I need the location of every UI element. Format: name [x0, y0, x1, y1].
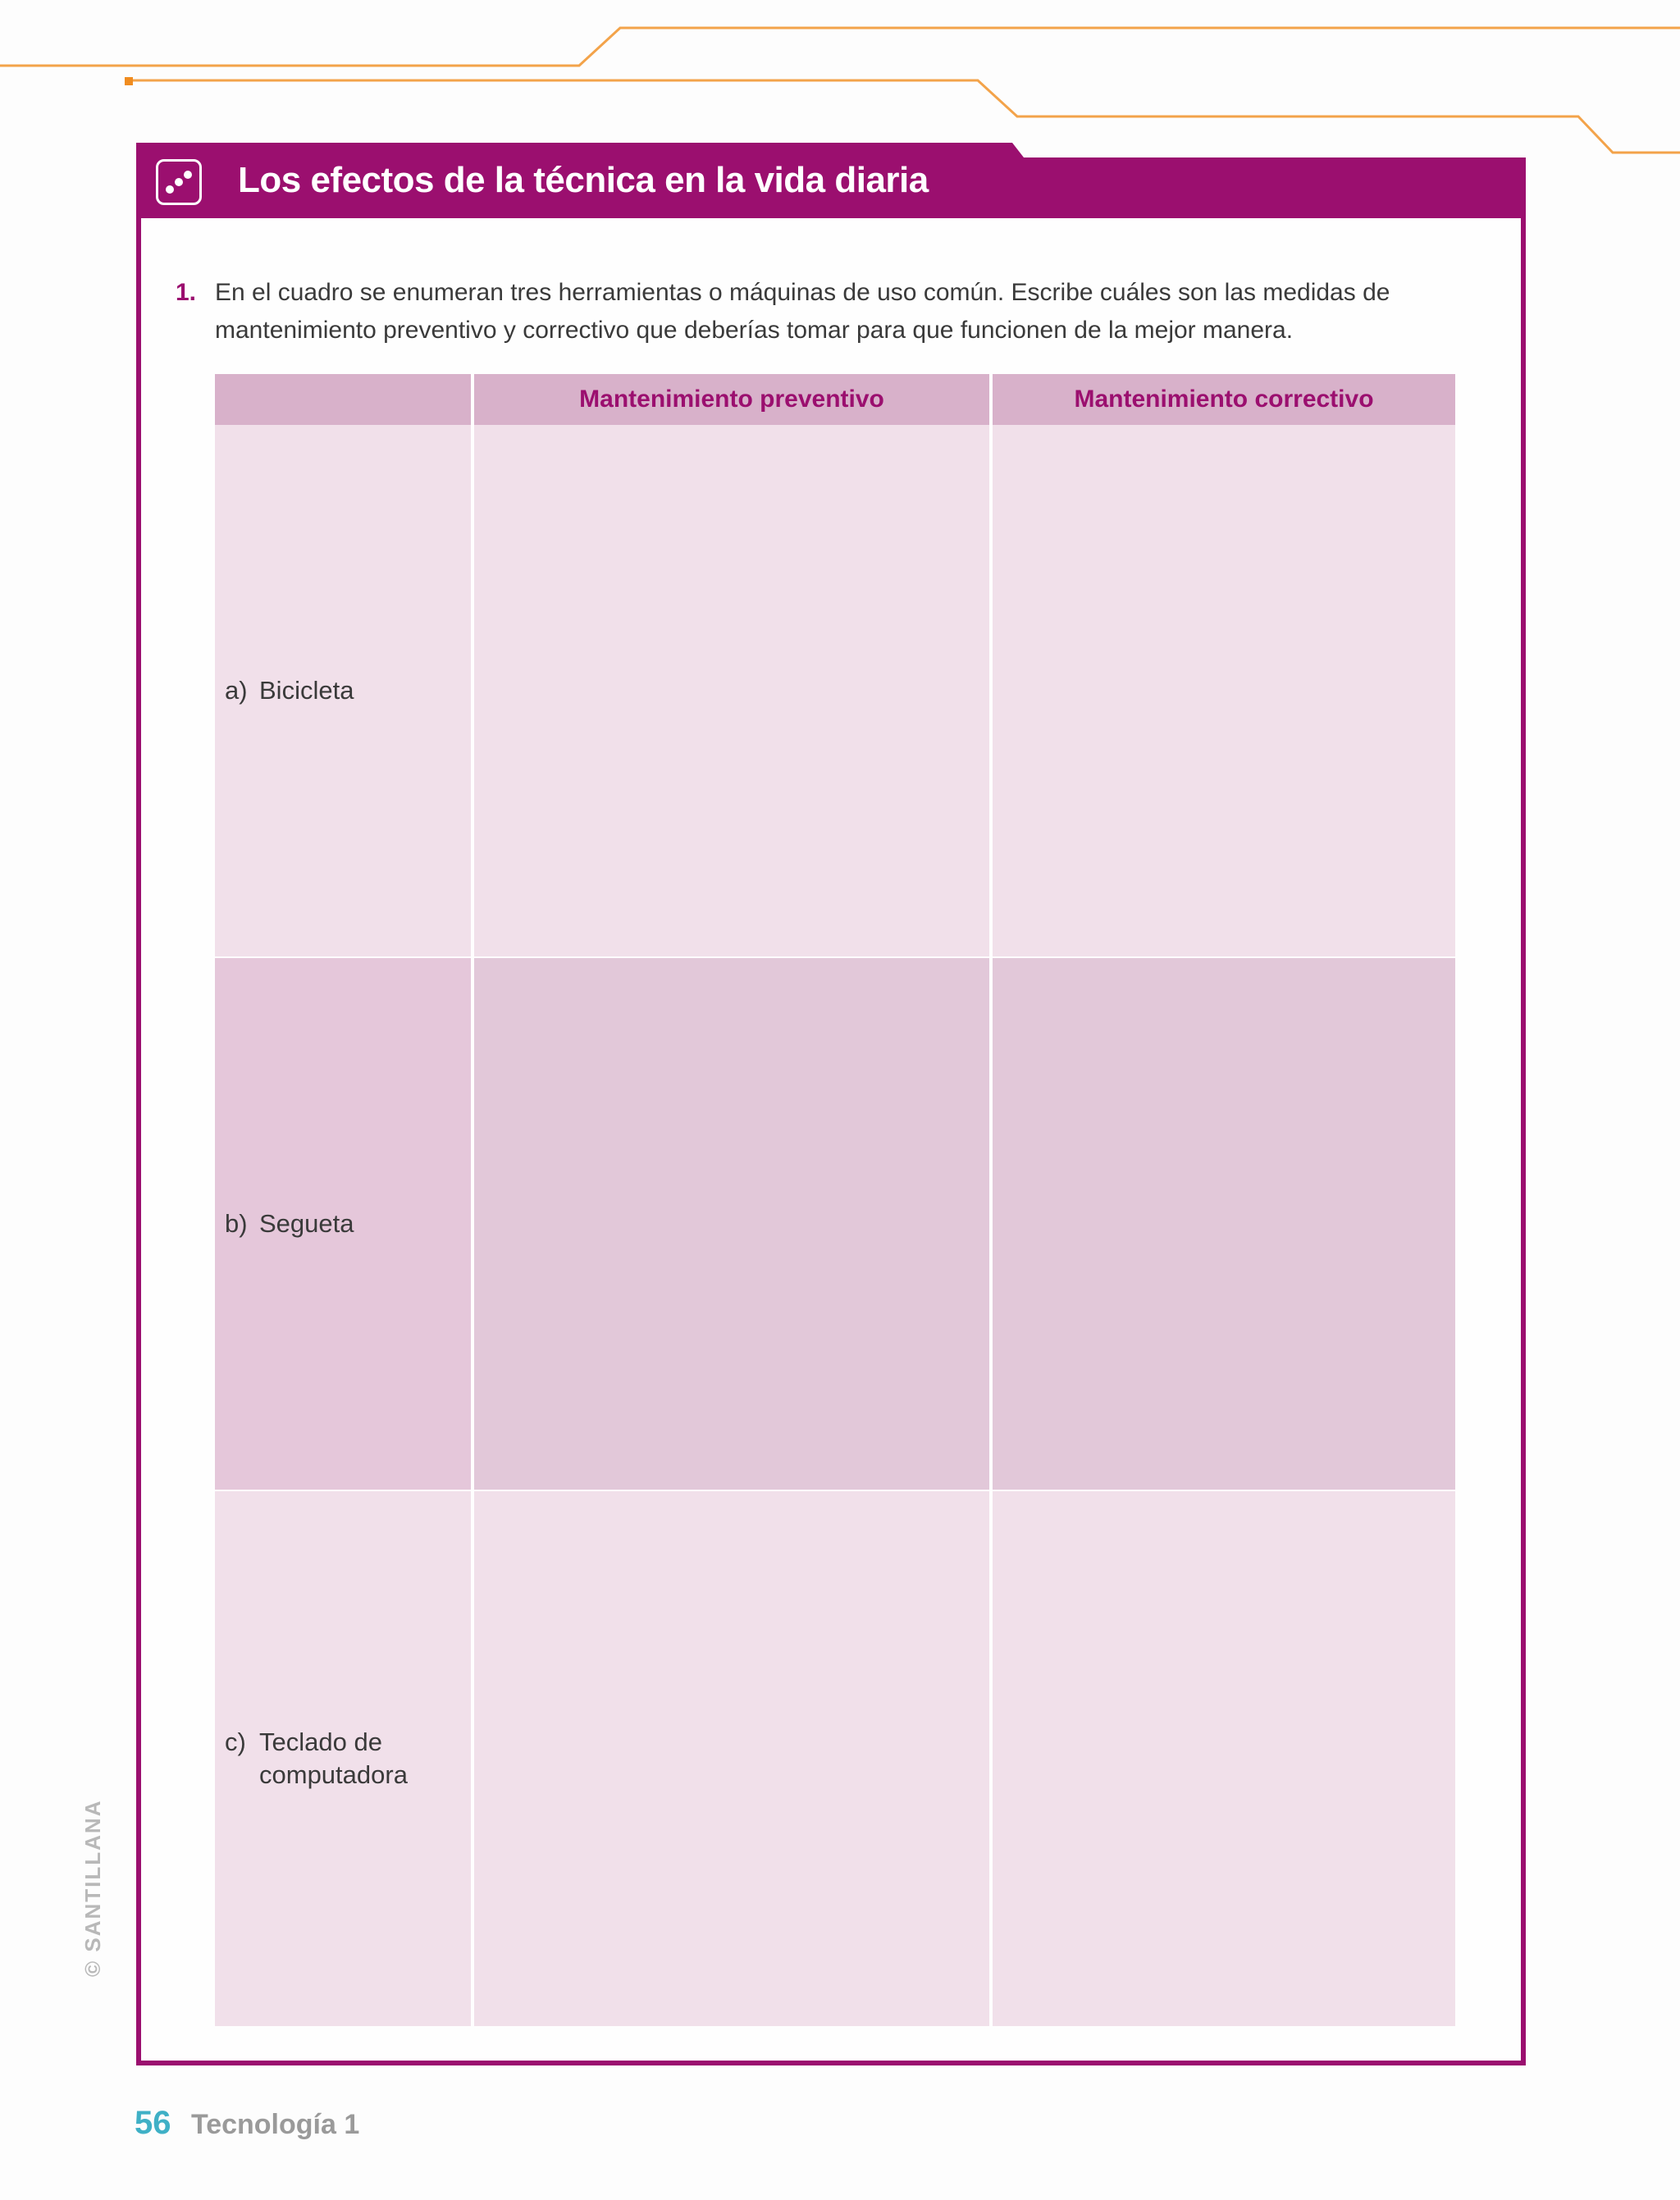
header-corrective-label: Mantenimiento correctivo [1074, 386, 1374, 413]
section-title: Los efectos de la técnica en la vida dia… [238, 160, 929, 200]
row-name: Segueta [259, 1209, 354, 1238]
row-label-bicicleta: a) Bicicleta [225, 674, 463, 707]
decorative-circuit-lines [0, 26, 1680, 154]
row-name: Teclado de computadora [259, 1728, 408, 1789]
table-header-blank [215, 374, 471, 425]
answer-cell-corrective-bicicleta[interactable] [993, 425, 1455, 956]
row-label-cell: c) Teclado de computadora [215, 1491, 471, 2026]
row-letter: c) [225, 1728, 246, 1756]
row-label-cell: b) Segueta [215, 958, 471, 1490]
row-label-cell: a) Bicicleta [215, 425, 471, 956]
dots-activity-icon [156, 159, 202, 205]
row-letter: b) [225, 1209, 248, 1238]
answer-cell-preventive-segueta[interactable] [474, 958, 989, 1490]
question-1: 1. En el cuadro se enumeran tres herrami… [176, 274, 1488, 349]
answer-cell-corrective-teclado[interactable] [993, 1491, 1455, 2026]
copyright-notice: © SANTILLANA [80, 1799, 105, 1977]
question-number: 1. [176, 279, 197, 306]
row-label-teclado: c) Teclado de computadora [225, 1726, 463, 1791]
row-letter: a) [225, 676, 248, 705]
question-text: En el cuadro se enumeran tres herramient… [215, 279, 1390, 344]
table-header-preventive: Mantenimiento preventivo [474, 374, 989, 425]
header-preventive-label: Mantenimiento preventivo [579, 386, 884, 413]
row-label-segueta: b) Segueta [225, 1207, 463, 1240]
maintenance-table: Mantenimiento preventivo Mantenimiento c… [215, 374, 1455, 2026]
page-footer: 56 Tecnología 1 [135, 2105, 359, 2142]
book-title: Tecnología 1 [190, 2109, 360, 2140]
answer-cell-preventive-teclado[interactable] [474, 1491, 989, 2026]
table-header-corrective: Mantenimiento correctivo [993, 374, 1455, 425]
answer-cell-preventive-bicicleta[interactable] [474, 425, 989, 956]
page-number: 56 [135, 2105, 171, 2141]
answer-cell-corrective-segueta[interactable] [993, 958, 1455, 1490]
row-name: Bicicleta [259, 676, 354, 705]
